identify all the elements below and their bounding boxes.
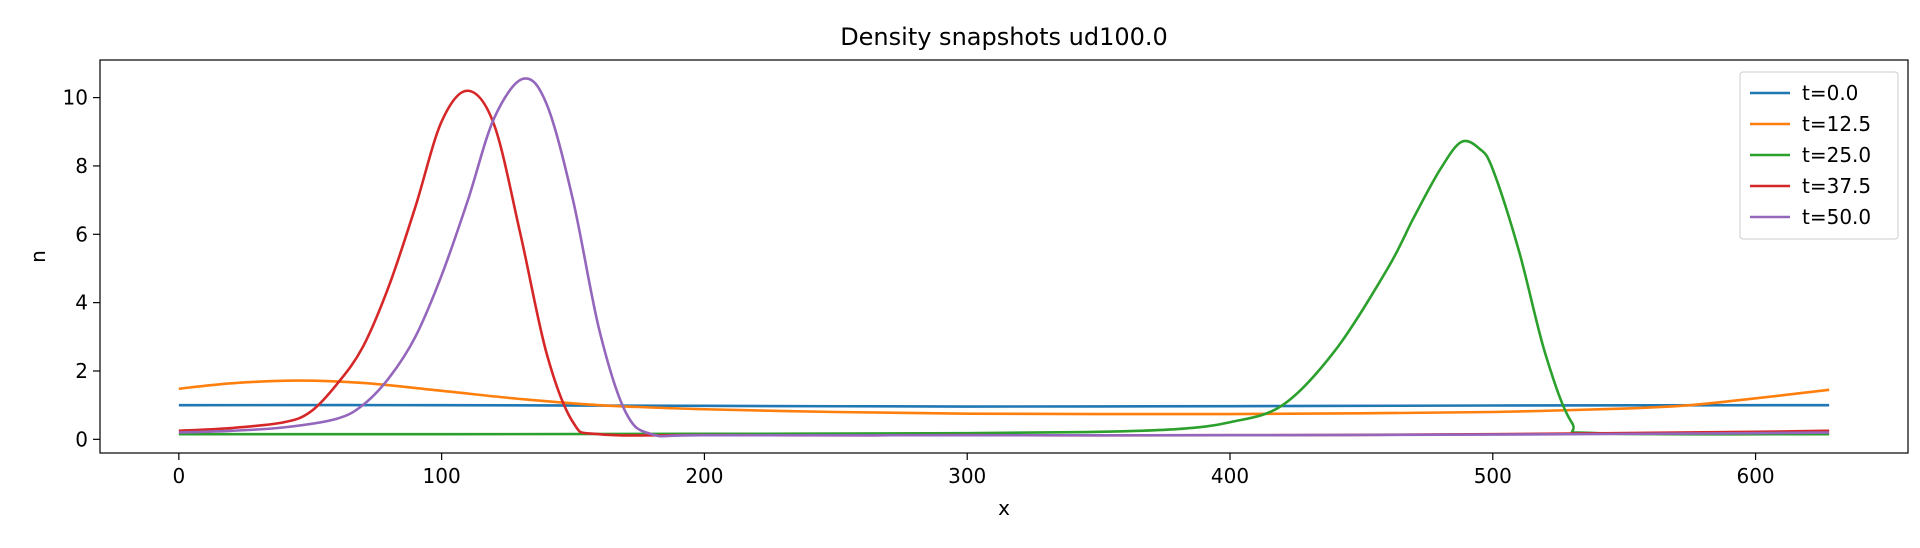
legend-label: t=37.5 [1802,174,1871,198]
series-line-2 [178,379,1830,416]
axes-layer: 0 100 200 300 400 500 600 0 2 4 6 8 10 [63,59,1909,488]
y-tick-label: 4 [75,291,88,315]
legend-label: t=0.0 [1802,81,1858,105]
legend-label: t=50.0 [1802,205,1871,229]
chart-title: Density snapshots ud100.0 [840,23,1168,51]
series-line-4 [178,89,1830,437]
series-line-5 [178,77,1830,438]
series-line-3 [178,139,1830,436]
x-tick-label: 300 [948,464,986,488]
x-tick-label: 0 [172,464,185,488]
x-tick-label: 500 [1474,464,1512,488]
legend-box [1739,71,1899,240]
y-axis-ticks: 0 2 4 6 8 10 [63,86,100,451]
y-tick-label: 0 [75,427,88,451]
series-line-1 [178,403,1830,408]
legend-items: t=0.0 t=12.5 t=25.0 t=37.5 t=50.0 [1750,81,1871,229]
plot-frame [99,59,1909,454]
y-tick-label: 6 [75,222,88,246]
plot-layer [178,77,1830,438]
legend-label: t=12.5 [1802,112,1871,136]
x-axis-ticks: 0 100 200 300 400 500 600 [172,453,1775,488]
x-axis-label: x [998,496,1010,520]
chart-legend: t=0.0 t=12.5 t=25.0 t=37.5 t=50.0 [1739,71,1899,240]
y-tick-label: 8 [75,154,88,178]
x-tick-label: 400 [1211,464,1249,488]
legend-label: t=25.0 [1802,143,1871,167]
y-tick-label: 2 [75,359,88,383]
x-tick-label: 100 [423,464,461,488]
x-tick-label: 200 [685,464,723,488]
x-tick-label: 600 [1736,464,1774,488]
y-axis-label: n [26,250,50,263]
y-tick-label: 10 [63,86,88,110]
